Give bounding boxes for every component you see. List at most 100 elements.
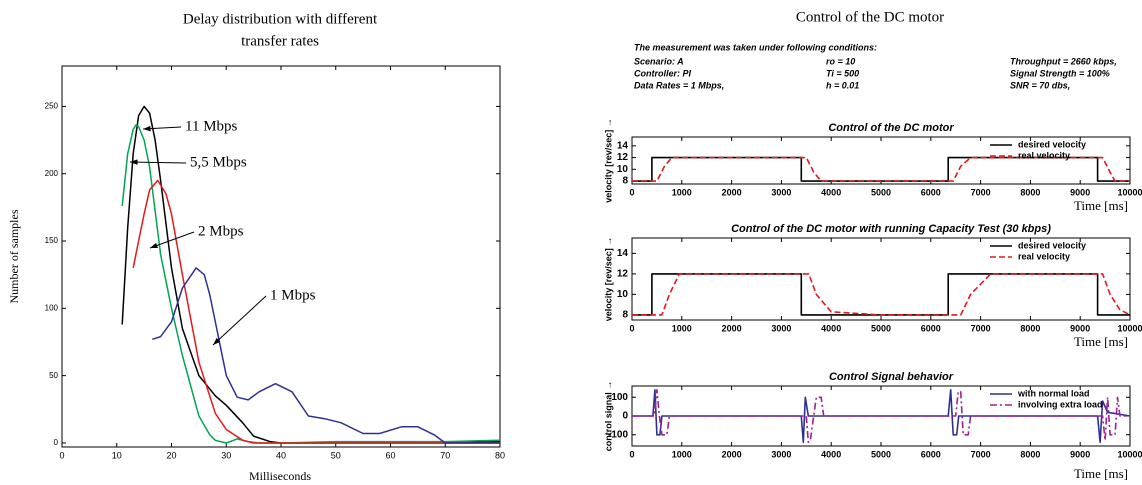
- legend-label: desired velocity: [1018, 240, 1086, 250]
- series-line: [632, 156, 1130, 182]
- x-axis-label: Milliseconds: [249, 469, 311, 483]
- y-tick-label: 12: [617, 269, 629, 280]
- condition: Data Rates = 1 Mbps,: [634, 80, 724, 90]
- x-tick-label: 1000: [672, 187, 692, 197]
- annotation-arrowhead: [130, 159, 138, 165]
- x-tick-label: 0: [629, 187, 634, 197]
- y-tick-label: -100: [608, 429, 628, 440]
- series-line: [132, 179, 500, 444]
- x-tick-label: 3000: [771, 449, 791, 459]
- legend-label: involving extra load: [1018, 399, 1103, 409]
- chart-title: transfer rates: [241, 33, 319, 49]
- x-tick-label: 2000: [722, 323, 742, 333]
- chart-title: Delay distribution with different: [183, 11, 378, 27]
- conditions-heading: The measurement was taken under followin…: [634, 42, 877, 52]
- legend-label: real velocity: [1018, 251, 1070, 261]
- x-tick-label: 4000: [821, 449, 841, 459]
- x-tick-label: 2000: [722, 449, 742, 459]
- annotation-arrowhead: [143, 125, 151, 132]
- x-tick-label: 7000: [971, 323, 991, 333]
- x-tick-label: 10000: [1117, 449, 1142, 459]
- series-line: [121, 124, 501, 444]
- y-axis-label: velocity [rev/sec] →: [603, 237, 613, 322]
- x-tick-label: 2000: [722, 187, 742, 197]
- x-tick-label: 0: [59, 450, 64, 460]
- chart-title: Control of the DC motor: [828, 122, 954, 134]
- annotation-arrow: [212, 295, 267, 346]
- x-tick-label: 5000: [871, 449, 891, 459]
- panel-title: Control of the DC motor: [796, 9, 944, 25]
- y-tick-label: 14: [617, 140, 629, 151]
- x-tick-label: 0: [629, 449, 634, 459]
- x-tick-label: 0: [629, 323, 634, 333]
- x-tick-label: 8000: [1020, 323, 1040, 333]
- x-tick-label: 6000: [921, 449, 941, 459]
- x-tick-label: 10: [112, 450, 122, 460]
- plot-frame: [61, 65, 501, 448]
- y-axis-label: control signal →: [603, 381, 613, 452]
- x-tick-label: 9000: [1070, 323, 1090, 333]
- condition: h = 0.01: [826, 80, 859, 90]
- annotation-arrow: [129, 161, 187, 164]
- series-line: [152, 267, 500, 444]
- x-tick-label: 50: [331, 450, 341, 460]
- condition: Ti = 500: [826, 68, 859, 78]
- y-tick-label: 14: [617, 248, 629, 259]
- x-tick-label: 9000: [1070, 187, 1090, 197]
- series-line: [632, 156, 1130, 182]
- y-tick-label: 10: [617, 164, 629, 175]
- x-tick-label: 5000: [871, 187, 891, 197]
- condition: Controller: PI: [634, 68, 692, 78]
- y-tick-label: 12: [617, 152, 629, 163]
- x-tick-label: 4000: [821, 323, 841, 333]
- annotation-arrowhead: [150, 242, 158, 249]
- x-axis-label: Time [ms]: [1074, 198, 1128, 213]
- x-tick-label: 80: [495, 450, 505, 460]
- y-tick-label: 10: [617, 289, 629, 300]
- y-tick-label: 0: [54, 438, 59, 447]
- legend-label: desired velocity: [1018, 139, 1086, 149]
- x-tick-label: 3000: [771, 323, 791, 333]
- series-line: [632, 273, 1130, 316]
- x-tick-label: 5000: [871, 323, 891, 333]
- x-tick-label: 3000: [771, 187, 791, 197]
- y-axis-label: Number of samples: [7, 209, 21, 303]
- x-axis-label: Time [ms]: [1074, 334, 1128, 349]
- chart-title: Control Signal behavior: [829, 371, 954, 383]
- y-tick-label: 50: [49, 371, 58, 380]
- series-line: [632, 273, 1131, 316]
- condition: ro = 10: [826, 56, 855, 66]
- x-tick-label: 8000: [1020, 449, 1040, 459]
- x-tick-label: 20: [166, 450, 176, 460]
- legend-label: with normal load: [1017, 388, 1090, 398]
- x-tick-label: 10000: [1117, 187, 1142, 197]
- annotation: 11 Mbps: [185, 118, 238, 134]
- x-tick-label: 8000: [1020, 187, 1040, 197]
- x-tick-label: 70: [440, 450, 450, 460]
- series-line: [632, 389, 1130, 444]
- x-tick-label: 60: [385, 450, 395, 460]
- y-tick-label: 8: [622, 176, 628, 187]
- x-tick-label: 6000: [921, 187, 941, 197]
- x-tick-label: 1000: [672, 323, 692, 333]
- x-tick-label: 40: [276, 450, 286, 460]
- x-tick-label: 4000: [821, 187, 841, 197]
- annotation-arrow: [149, 231, 195, 249]
- x-axis-label: Time [ms]: [1074, 466, 1128, 481]
- chart-title: Control of the DC motor with running Cap…: [731, 223, 1051, 235]
- y-tick-label: 100: [611, 392, 628, 403]
- condition: Signal Strength = 100%: [1010, 68, 1110, 78]
- y-tick-label: 8: [622, 310, 628, 321]
- y-tick-label: 150: [45, 236, 59, 245]
- y-tick-label: 100: [45, 303, 59, 312]
- x-tick-label: 6000: [921, 323, 941, 333]
- series-line: [121, 105, 501, 444]
- annotation-arrowhead: [213, 337, 221, 345]
- legend-label: real velocity: [1018, 150, 1070, 160]
- condition: SNR = 70 dbs,: [1010, 80, 1070, 90]
- x-tick-label: 10000: [1117, 323, 1142, 333]
- x-tick-label: 7000: [971, 449, 991, 459]
- condition: Throughput = 2660 kbps,: [1010, 56, 1117, 66]
- x-tick-label: 7000: [971, 187, 991, 197]
